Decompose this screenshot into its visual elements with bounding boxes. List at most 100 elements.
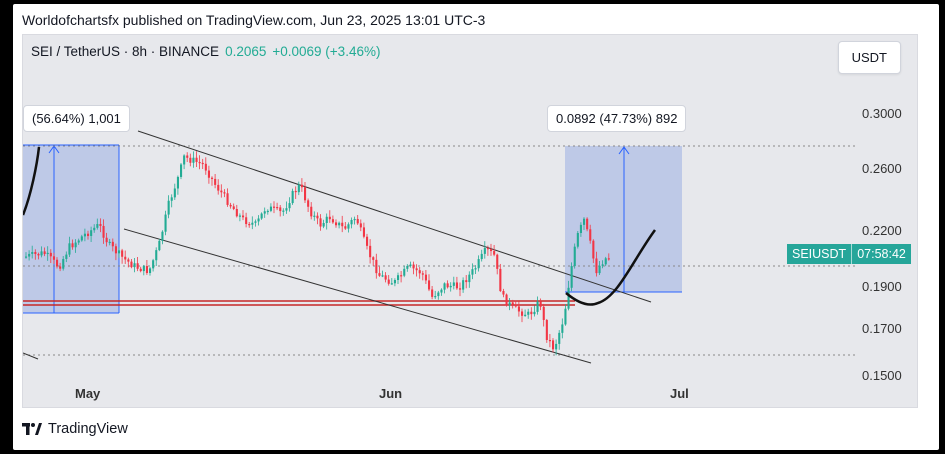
candle-body	[71, 243, 74, 248]
candle-body	[25, 256, 28, 258]
candle-body	[161, 231, 164, 241]
candle-body	[586, 218, 589, 230]
footer-brand[interactable]: TradingView	[22, 421, 128, 437]
candle-body	[56, 259, 59, 267]
candle-body	[397, 275, 400, 281]
candle-body	[149, 268, 152, 273]
projection-curve-left	[23, 146, 41, 216]
candle-body	[424, 274, 427, 281]
candle-body	[195, 157, 198, 162]
candle-body	[604, 258, 607, 265]
candle-body	[257, 218, 260, 222]
candle-body	[235, 209, 238, 217]
candle-body	[468, 274, 471, 283]
candle-body	[201, 162, 204, 165]
candle-body	[105, 237, 108, 243]
candle-body	[28, 253, 31, 257]
price-chart[interactable]	[23, 35, 917, 407]
candle-body	[409, 264, 412, 266]
footer-brand-text: TradingView	[48, 421, 128, 437]
candle-body	[217, 184, 220, 191]
candle-body	[319, 218, 322, 227]
bar-countdown: 07:58:42	[857, 247, 906, 261]
candle-body	[87, 233, 90, 236]
candle-body	[300, 184, 303, 188]
candle-body	[99, 224, 102, 226]
candle-body	[307, 200, 310, 207]
candle-body	[114, 246, 117, 254]
candle-body	[369, 245, 372, 258]
price-tick-3: 0.1900	[862, 279, 902, 294]
candle-body	[517, 306, 520, 312]
candle-body	[145, 266, 148, 273]
candle-body	[344, 226, 347, 229]
candle-body	[477, 259, 480, 269]
candle-body	[378, 273, 381, 276]
candle-body	[310, 206, 313, 217]
candle-body	[207, 170, 210, 178]
candle-body	[127, 259, 130, 262]
candle-body	[335, 222, 338, 226]
candle-body	[440, 289, 443, 293]
candle-body	[180, 164, 183, 177]
candle-body	[96, 224, 99, 228]
candle-body	[455, 282, 458, 289]
candle-body	[347, 224, 350, 229]
candle-body	[31, 251, 34, 254]
candle-body	[124, 256, 127, 260]
candle-body	[521, 311, 524, 316]
candle-body	[242, 215, 245, 218]
candle-body	[260, 213, 263, 219]
candle-body	[313, 215, 316, 217]
candle-body	[449, 285, 452, 288]
candle-body	[121, 250, 124, 257]
candle-body	[220, 190, 223, 193]
chart-pane[interactable]: SEI / TetherUS · 8h · BINANCE 0.2065 +0.00…	[22, 34, 918, 408]
price-tick-4: 0.1700	[862, 321, 902, 336]
candle-body	[415, 268, 418, 271]
candle-body	[198, 161, 201, 164]
candle-body	[486, 248, 489, 250]
candle-body	[533, 311, 536, 315]
candle-body	[37, 254, 40, 256]
candle-body	[384, 275, 387, 280]
candle-body	[366, 236, 369, 246]
attribution-text: Worldofchartsfx published on TradingView…	[22, 12, 486, 28]
currency-button[interactable]: USDT	[837, 41, 901, 74]
tradingview-logo-icon	[22, 423, 42, 435]
candle-body	[226, 193, 229, 205]
candle-body	[269, 206, 272, 211]
candle-body	[514, 304, 517, 307]
channel-upper-line[interactable]	[137, 130, 652, 303]
channel-lower-line[interactable]	[123, 228, 592, 364]
candle-body	[136, 263, 139, 269]
candle-body	[434, 296, 437, 298]
candle-body	[570, 266, 573, 288]
candle-body	[102, 225, 105, 238]
candle-body	[338, 222, 341, 226]
measure-label-right[interactable]: 0.0892 (47.73%) 892	[547, 105, 687, 132]
last-price: 0.2065	[225, 44, 267, 59]
candle-body	[545, 319, 548, 340]
time-tick-may: May	[75, 386, 101, 401]
candle-body	[80, 236, 83, 241]
symbol-legend[interactable]: SEI / TetherUS · 8h · BINANCE 0.2065 +0.00…	[31, 44, 380, 59]
candle-body	[176, 176, 179, 189]
candle-body	[192, 157, 195, 163]
candle-body	[505, 294, 508, 306]
candle-body	[170, 197, 173, 201]
candle-body	[592, 240, 595, 259]
candle-body	[155, 250, 158, 261]
candle-body	[65, 254, 68, 259]
candle-body	[406, 265, 409, 269]
candle-body	[393, 280, 396, 284]
candle-body	[263, 211, 266, 214]
candle-body	[282, 210, 285, 212]
candle-body	[118, 250, 121, 254]
price-change: +0.0069 (+3.46%)	[272, 44, 381, 59]
candle-body	[375, 259, 378, 274]
candle-body	[542, 306, 545, 320]
measure-label-left[interactable]: (56.64%) 1,001	[23, 105, 130, 132]
candle-body	[437, 292, 440, 297]
candle-body	[390, 283, 393, 285]
